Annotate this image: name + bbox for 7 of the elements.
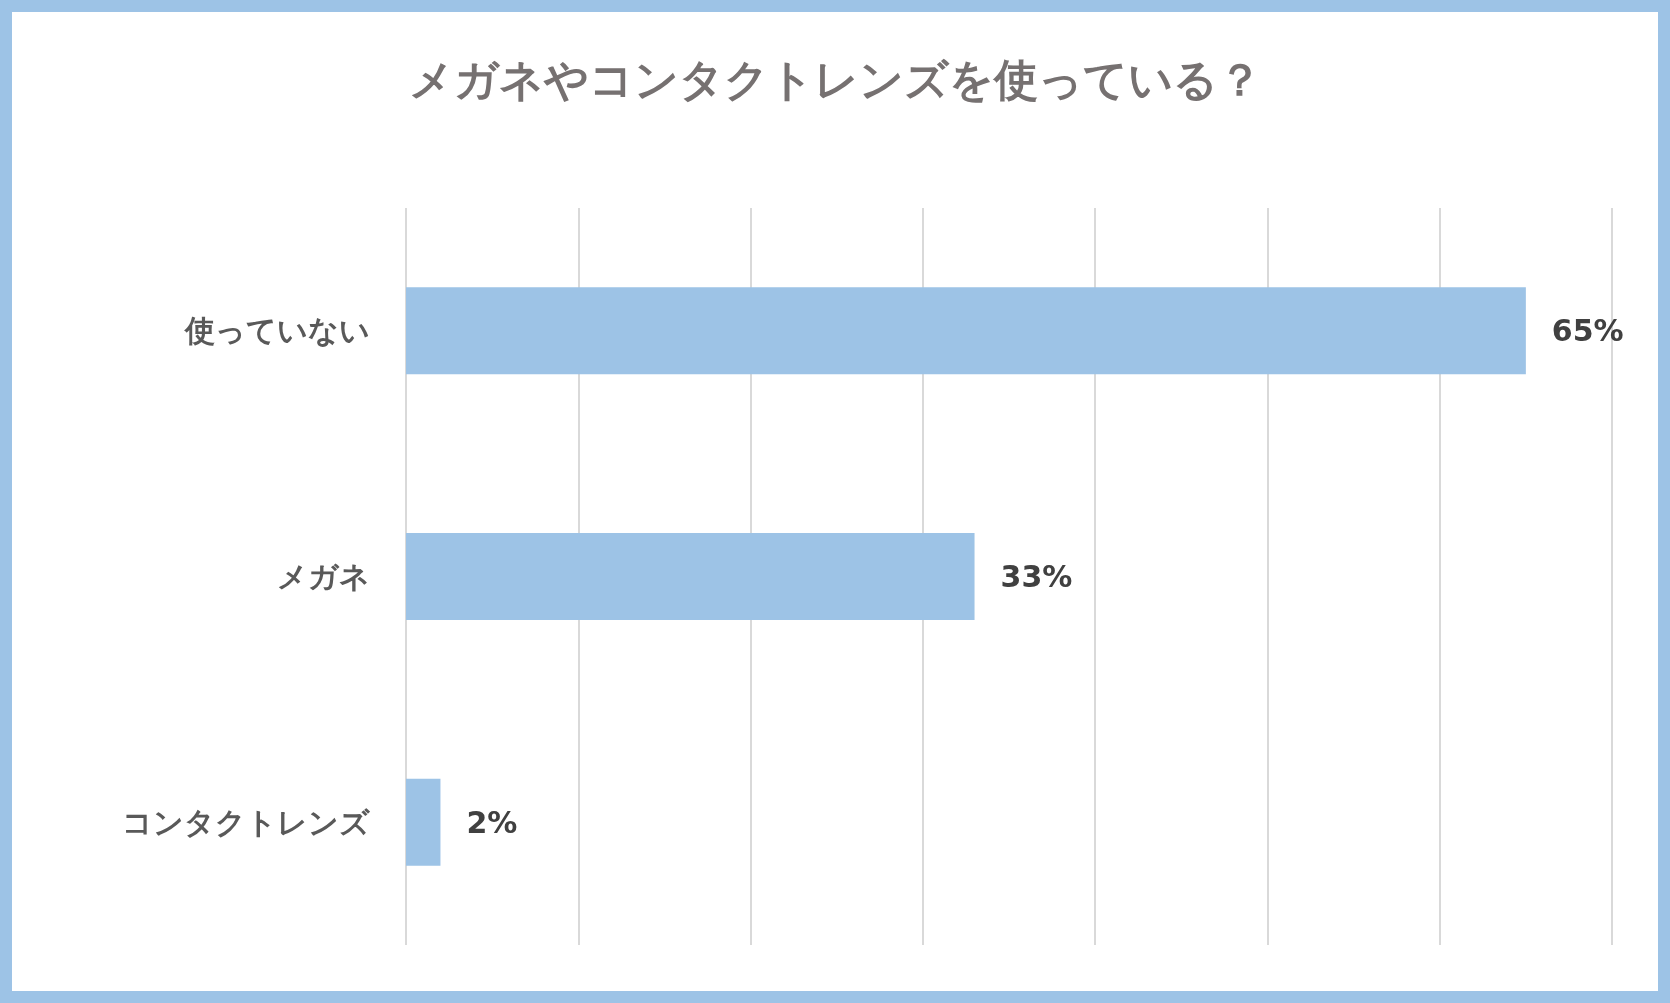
chart-title: メガネやコンタクトレンズを使っている？ [408,53,1262,105]
data-label: 33% [1000,559,1073,594]
data-label: 65% [1551,313,1624,349]
y-tick-label: メガネ [277,559,370,594]
y-tick-label: 使っていない [184,313,370,349]
data-label: 2% [466,804,518,840]
y-tick-label: コンタクトレンズ [122,804,371,840]
